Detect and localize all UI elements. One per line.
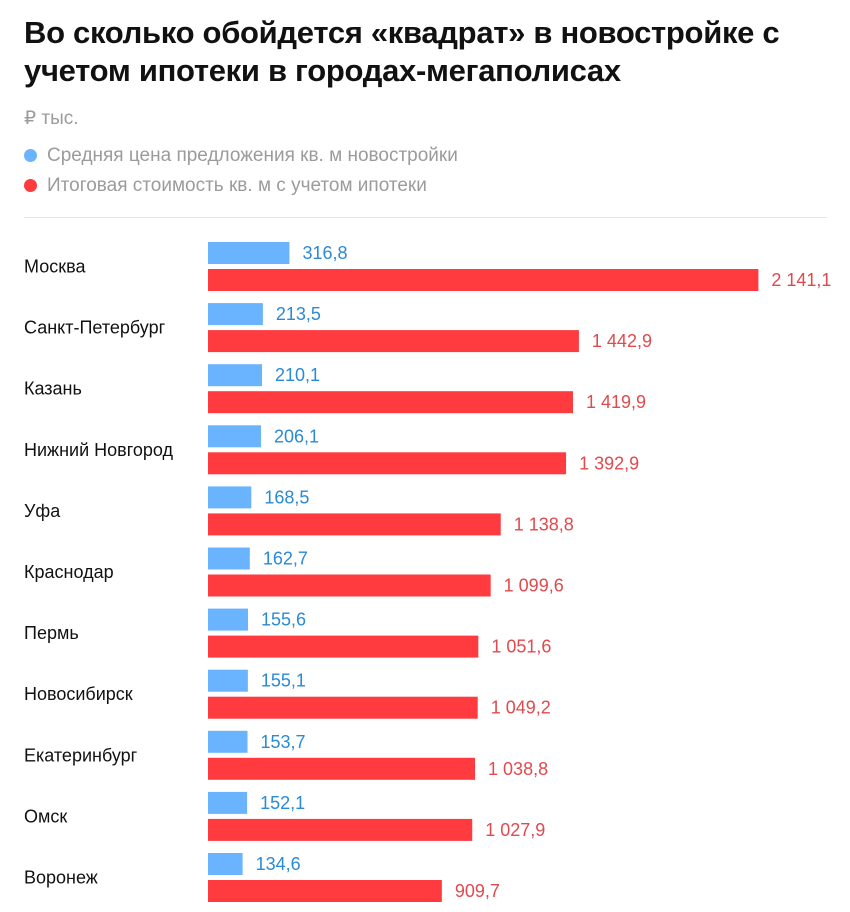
category-label: Воронеж: [24, 868, 98, 888]
data-label-total-cost: 1 099,6: [504, 576, 564, 596]
category-label: Новосибирск: [24, 684, 133, 704]
bar-total-cost: [208, 391, 574, 414]
category-label: Нижний Новгород: [24, 440, 174, 460]
bar-total-cost: [208, 635, 479, 658]
bar-total-cost: [208, 818, 473, 841]
legend-item-avg-price: Средняя цена предложения кв. м новострой…: [24, 145, 458, 167]
legend-label-avg-price: Средняя цена предложения кв. м новострой…: [47, 145, 458, 166]
data-label-avg-price: 213,5: [276, 304, 321, 324]
bar-avg-price: [208, 608, 248, 631]
unit-label: ₽ тыс.: [24, 108, 79, 129]
category-label: Уфа: [24, 501, 61, 521]
legend-divider: [24, 217, 827, 218]
legend-swatch-red: [24, 179, 37, 192]
data-label-total-cost: 1 027,9: [485, 820, 545, 840]
bar-avg-price: [208, 669, 248, 692]
data-label-avg-price: 155,6: [261, 610, 306, 630]
category-label: Москва: [24, 257, 86, 277]
bar-total-cost: [208, 452, 567, 475]
bar-total-cost: [208, 269, 759, 291]
legend-swatch-blue: [24, 149, 37, 162]
data-label-avg-price: 153,7: [261, 732, 306, 752]
data-label-total-cost: 1 419,9: [586, 392, 646, 412]
data-label-avg-price: 152,1: [260, 793, 305, 813]
bar-total-cost: [208, 880, 442, 902]
bar-avg-price: [208, 303, 263, 326]
data-label-avg-price: 168,5: [264, 487, 309, 507]
data-label-avg-price: 162,7: [263, 549, 308, 569]
bar-avg-price: [208, 791, 248, 814]
bar-avg-price: [208, 242, 290, 264]
bar-avg-price: [208, 364, 263, 387]
data-label-total-cost: 2 141,1: [771, 270, 831, 290]
data-label-total-cost: 1 442,9: [592, 331, 652, 351]
category-label: Екатеринбург: [24, 745, 138, 765]
category-label: Омск: [24, 806, 67, 826]
data-label-avg-price: 206,1: [274, 426, 319, 446]
bar-total-cost: [208, 513, 501, 536]
chart-title: Во сколько обойдется «квадрат» в новостр…: [24, 15, 780, 88]
bar-avg-price: [208, 730, 248, 753]
bar-avg-price: [208, 853, 243, 875]
category-label: Краснодар: [24, 562, 114, 582]
data-label-total-cost: 909,7: [455, 881, 500, 901]
data-label-avg-price: 134,6: [256, 854, 301, 874]
bar-total-cost: [208, 696, 478, 719]
category-label: Санкт-Петербург: [24, 318, 166, 338]
data-label-total-cost: 1 392,9: [579, 453, 639, 473]
data-label-total-cost: 1 038,8: [488, 759, 548, 779]
legend-label-total-cost: Итоговая стоимость кв. м с учетом ипотек…: [47, 175, 427, 196]
data-label-avg-price: 155,1: [261, 671, 306, 691]
bar-total-cost: [208, 330, 579, 353]
category-label: Казань: [24, 379, 82, 399]
bar-avg-price: [208, 425, 261, 448]
bar-avg-price: [208, 486, 252, 509]
data-label-avg-price: 210,1: [275, 365, 320, 385]
bar-avg-price: [208, 547, 250, 570]
data-label-total-cost: 1 051,6: [491, 637, 551, 657]
bar-total-cost: [208, 757, 476, 780]
category-label: Пермь: [24, 623, 79, 643]
data-label-total-cost: 1 138,8: [514, 514, 574, 534]
legend-item-total-cost: Итоговая стоимость кв. м с учетом ипотек…: [24, 175, 427, 197]
bar-total-cost: [208, 574, 491, 597]
data-label-total-cost: 1 049,2: [491, 698, 551, 718]
data-label-avg-price: 316,8: [302, 243, 347, 263]
